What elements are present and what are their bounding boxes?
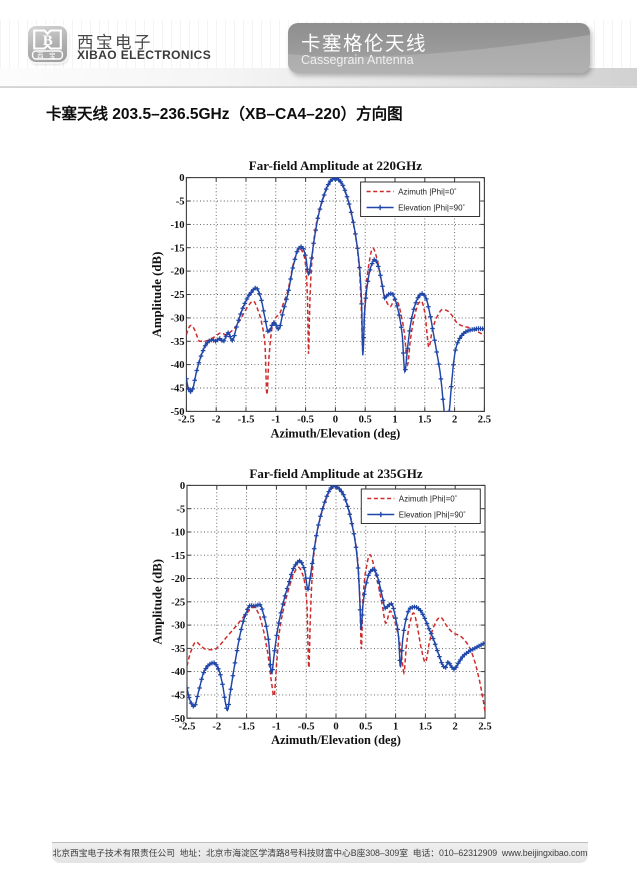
svg-text:1: 1 bbox=[392, 415, 397, 426]
svg-text:-20: -20 bbox=[170, 267, 184, 278]
svg-text:-2.5: -2.5 bbox=[178, 415, 195, 426]
svg-text:-30: -30 bbox=[170, 314, 184, 325]
svg-text:Far-field Amplitude at 220GHz: Far-field Amplitude at 220GHz bbox=[249, 158, 422, 173]
svg-text:1.5: 1.5 bbox=[419, 721, 432, 732]
svg-text:Elevation |Phi|=90°: Elevation |Phi|=90° bbox=[399, 511, 466, 520]
svg-text:-50: -50 bbox=[170, 407, 184, 418]
svg-text:1: 1 bbox=[393, 721, 398, 732]
svg-text:Azimuth/Elevation (deg): Azimuth/Elevation (deg) bbox=[271, 426, 401, 440]
svg-text:-2.5: -2.5 bbox=[179, 721, 196, 732]
svg-text:2: 2 bbox=[453, 721, 458, 732]
svg-text:-2: -2 bbox=[212, 721, 221, 732]
svg-text:2: 2 bbox=[452, 415, 457, 426]
svg-text:-2: -2 bbox=[212, 415, 221, 426]
svg-text:-35: -35 bbox=[170, 337, 184, 348]
svg-text:Elevation |Phi|=90°: Elevation |Phi|=90° bbox=[398, 204, 465, 213]
svg-text:Azimuth/Elevation (deg): Azimuth/Elevation (deg) bbox=[271, 733, 401, 747]
svg-text:-1: -1 bbox=[272, 721, 281, 732]
svg-text:0: 0 bbox=[333, 721, 338, 732]
svg-text:-1: -1 bbox=[271, 415, 280, 426]
svg-text:-1.5: -1.5 bbox=[238, 415, 255, 426]
svg-text:B: B bbox=[43, 33, 53, 49]
svg-text:Azimuth |Phi|=0°: Azimuth |Phi|=0° bbox=[399, 495, 458, 504]
svg-text:-10: -10 bbox=[171, 528, 185, 539]
svg-text:-0.5: -0.5 bbox=[298, 721, 315, 732]
svg-text:1.5: 1.5 bbox=[418, 415, 431, 426]
svg-text:-0.5: -0.5 bbox=[297, 415, 314, 426]
svg-text:Azimuth |Phi|=0°: Azimuth |Phi|=0° bbox=[398, 188, 457, 197]
svg-text:-1.5: -1.5 bbox=[238, 721, 255, 732]
svg-text:-15: -15 bbox=[170, 243, 184, 254]
svg-text:0: 0 bbox=[333, 415, 338, 426]
svg-text:-45: -45 bbox=[171, 691, 185, 702]
svg-text:Amplitude (dB): Amplitude (dB) bbox=[151, 559, 165, 645]
svg-text:-25: -25 bbox=[170, 290, 184, 301]
svg-text:0: 0 bbox=[179, 173, 184, 184]
svg-text:-50: -50 bbox=[171, 714, 185, 725]
svg-text:-10: -10 bbox=[170, 220, 184, 231]
svg-text:-30: -30 bbox=[171, 621, 185, 632]
svg-text:-35: -35 bbox=[171, 644, 185, 655]
svg-text:-5: -5 bbox=[176, 197, 185, 208]
svg-text:-40: -40 bbox=[171, 667, 185, 678]
svg-text:-5: -5 bbox=[176, 504, 185, 515]
svg-text:-45: -45 bbox=[170, 384, 184, 395]
svg-text:2.5: 2.5 bbox=[478, 721, 491, 732]
svg-text:Amplitude (dB): Amplitude (dB) bbox=[150, 252, 164, 338]
svg-text:-20: -20 bbox=[171, 574, 185, 585]
svg-text:-40: -40 bbox=[170, 360, 184, 371]
svg-text:0.5: 0.5 bbox=[359, 721, 372, 732]
svg-text:0: 0 bbox=[180, 481, 185, 492]
svg-text:-15: -15 bbox=[171, 551, 185, 562]
svg-text:Far-field Amplitude at 235GHz: Far-field Amplitude at 235GHz bbox=[249, 466, 422, 481]
svg-text:西宝: 西宝 bbox=[37, 50, 61, 59]
svg-text:2.5: 2.5 bbox=[478, 415, 491, 426]
svg-text:0.5: 0.5 bbox=[359, 415, 372, 426]
svg-text:-25: -25 bbox=[171, 597, 185, 608]
